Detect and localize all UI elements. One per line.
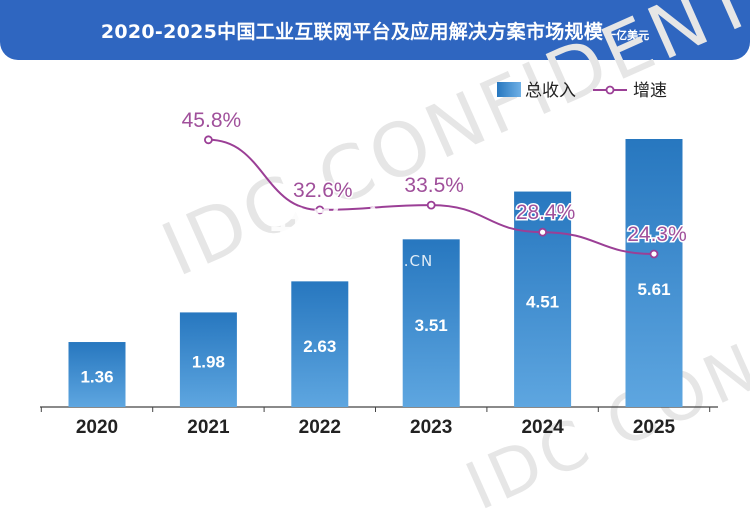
bar-value-label: 1.98: [192, 353, 225, 372]
chart-plot: 1.36 2020 1.98 2021 2.63 2022 3.51 2023 4.51 2024…: [40, 81, 718, 438]
bar: [514, 191, 572, 407]
x-tick-label: 2025: [633, 417, 676, 438]
bar-value-label: 3.51: [415, 316, 448, 335]
x-tick-label: 2023: [410, 417, 452, 438]
bar-value-label: 1.36: [80, 368, 113, 387]
legend-line-label: 增速: [633, 81, 667, 101]
watermark-logo: 并购家 行业报告 IPOIPO.CN: [270, 195, 485, 275]
x-tick-label: 2021: [187, 417, 230, 438]
bar: [291, 281, 349, 407]
bar-value-label: 4.51: [526, 292, 559, 311]
growth-value-label: 24.3%: [627, 223, 687, 246]
chart-unit: 十亿美元: [605, 29, 650, 42]
legend-bar-label: 总收入: [525, 81, 576, 101]
bar: [625, 139, 683, 407]
growth-point: [203, 135, 213, 145]
x-tick-label: 2024: [521, 417, 564, 438]
bar-value-label: 2.63: [303, 337, 336, 356]
growth-value-label: 33.5%: [404, 174, 464, 197]
bar: [179, 312, 237, 407]
growth-value-label: 32.6%: [293, 179, 353, 202]
x-tick-label: 2022: [299, 417, 341, 438]
growth-point: [538, 227, 547, 237]
growth-point: [649, 249, 659, 259]
title-bar: 2020-2025中国工业互联网平台及应用解决方案市场规模 十亿美元: [0, 0, 750, 60]
growth-point: [426, 200, 436, 210]
growth-point: [315, 205, 325, 215]
bar: [402, 239, 460, 407]
legend-line-marker: [605, 85, 615, 95]
legend-bar-swatch: [497, 82, 521, 97]
logo-main-text: 并购家: [270, 205, 396, 251]
logo-sub-text: 行业报告 IPOIPO.CN: [278, 252, 434, 270]
x-tick-label: 2020: [76, 417, 118, 438]
chart-title: 2020-2025中国工业互联网平台及应用解决方案市场规模: [100, 20, 604, 43]
bar: [68, 342, 126, 407]
growth-value-label: 28.4%: [516, 201, 576, 224]
bar-value-label: 5.61: [637, 280, 670, 299]
growth-value-label: 45.8%: [182, 109, 242, 132]
